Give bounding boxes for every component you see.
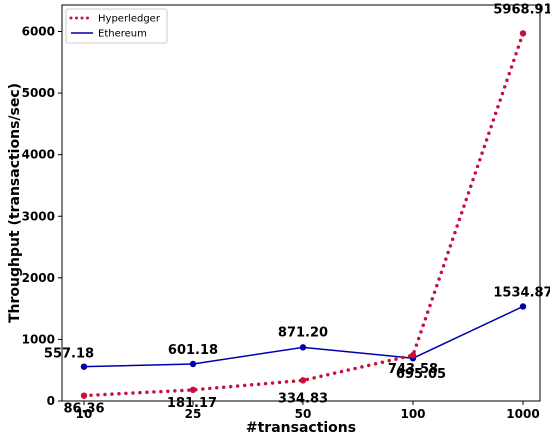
hyperledger-data-point: [80, 392, 88, 399]
ethereum-data-point: [80, 363, 88, 370]
y-tick-label: 4000: [22, 148, 55, 162]
hyperledger-series-line: [82, 31, 525, 398]
hyperledger-data-label: 86.36: [63, 402, 104, 417]
hyperledger-legend-label: Hyperledger: [98, 14, 161, 25]
ethereum-legend-label: Ethereum: [98, 29, 147, 40]
ethereum-data-label: 1534.87: [493, 285, 550, 300]
ethereum-data-label: 601.18: [168, 343, 218, 358]
y-tick-label: 1000: [22, 332, 55, 346]
hyperledger-data-point: [189, 386, 197, 394]
hyperledger-data-label: 5968.91: [493, 2, 550, 17]
plot-area-frame: [61, 4, 541, 402]
y-tick-label: 0: [47, 394, 55, 408]
x-tick-label: 100: [400, 407, 425, 421]
hyperledger-data-label: 181.17: [167, 396, 217, 411]
x-tick-label: 50: [295, 407, 312, 421]
legend-box: [65, 8, 168, 44]
ethereum-data-label: 557.18: [44, 347, 94, 362]
hyperledger-data-point: [299, 377, 307, 384]
y-tick-label: 2000: [22, 271, 55, 285]
ethereum-data-point: [189, 360, 197, 368]
hyperledger-data-label: 334.83: [278, 391, 328, 406]
ethereum-data-label: 871.20: [278, 325, 328, 340]
ethereum-data-point: [299, 344, 307, 351]
y-tick-label: 3000: [22, 209, 55, 223]
hyperledger-data-label: 743.58: [388, 362, 438, 377]
x-axis-label: #transactions: [246, 420, 356, 436]
y-tick-label: 6000: [22, 25, 55, 39]
x-tick-label: 25: [185, 407, 202, 421]
x-tick-label: 10: [76, 407, 93, 421]
y-axis-label: Throughput (transactions/sec): [7, 83, 23, 323]
ethereum-data-point: [519, 303, 527, 310]
ethereum-data-label: 695.05: [396, 367, 446, 382]
hyperledger-data-point: [409, 352, 417, 359]
y-tick-label: 5000: [22, 86, 55, 100]
x-tick-label: 1000: [506, 407, 539, 421]
hyperledger-data-point: [519, 30, 527, 37]
